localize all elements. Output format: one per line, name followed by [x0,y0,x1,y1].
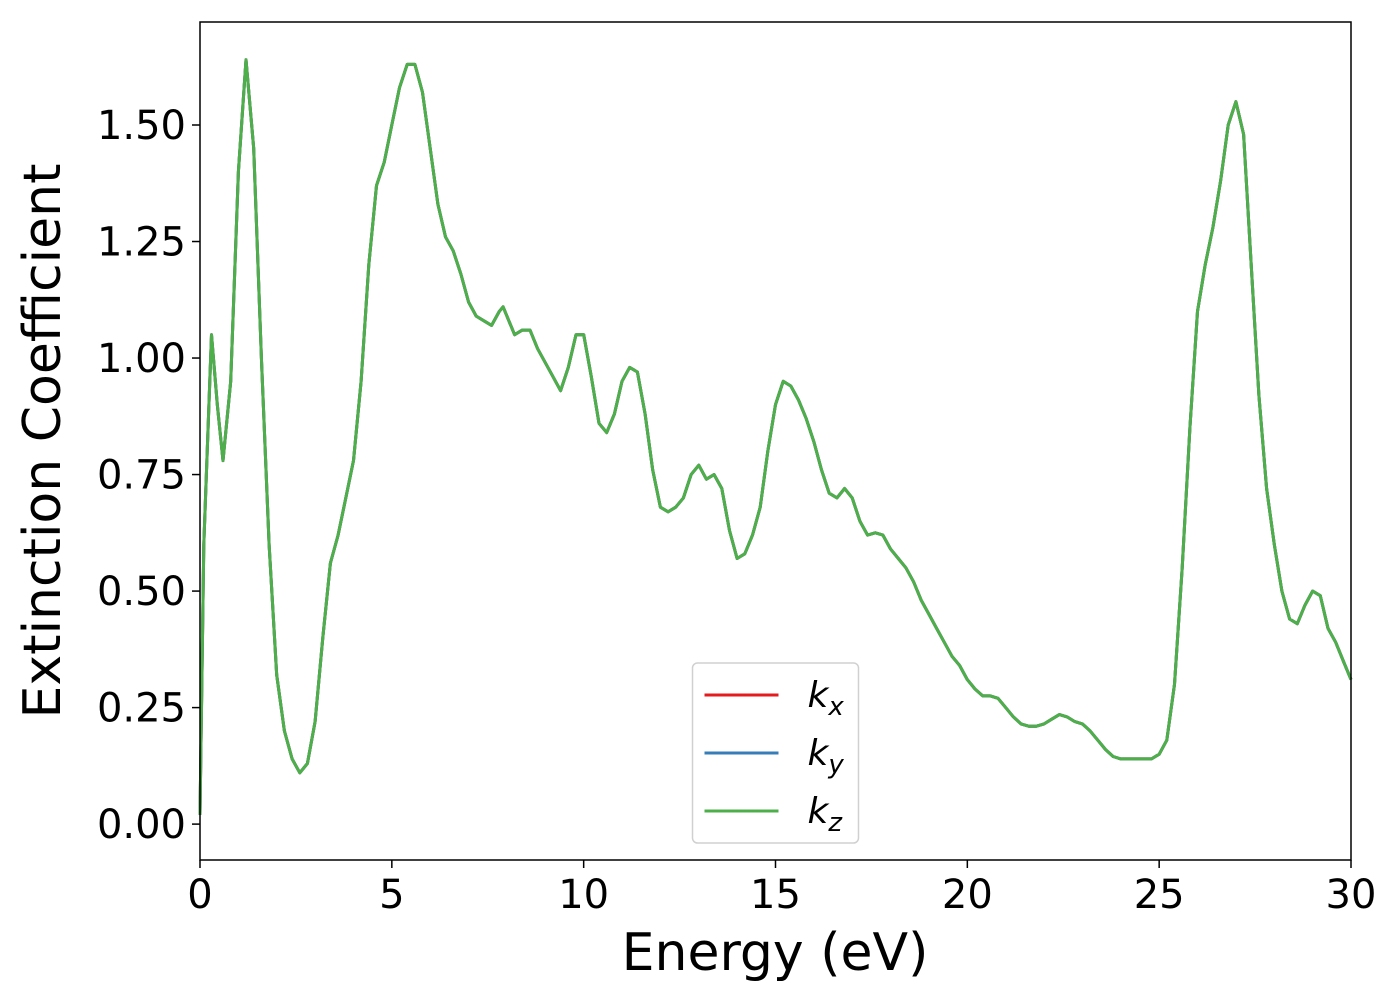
y-axis-label: Extinction Coefficient [13,164,73,719]
y-tick-label: 1.50 [97,103,186,149]
y-tick-label: 1.00 [97,336,186,382]
x-tick-label: 5 [379,872,404,918]
x-tick-label: 25 [1134,872,1185,918]
y-tick-label: 0.50 [97,569,186,615]
x-tick-label: 0 [187,872,212,918]
x-axis-label: Energy (eV) [622,923,929,983]
x-tick-label: 20 [942,872,993,918]
y-tick-label: 0.00 [97,802,186,848]
y-tick-label: 0.75 [97,453,186,499]
legend-label: ky [808,733,845,780]
data-line [198,58,1353,815]
x-tick-label: 10 [558,872,609,918]
y-tick-label: 1.25 [97,220,186,266]
x-tick-label: 15 [750,872,801,918]
x-tick-label: 30 [1326,872,1377,918]
plot-frame [199,21,1352,861]
legend-label: kx [808,675,845,722]
y-tick-label: 0.25 [97,686,186,732]
legend-label: kz [808,791,844,838]
